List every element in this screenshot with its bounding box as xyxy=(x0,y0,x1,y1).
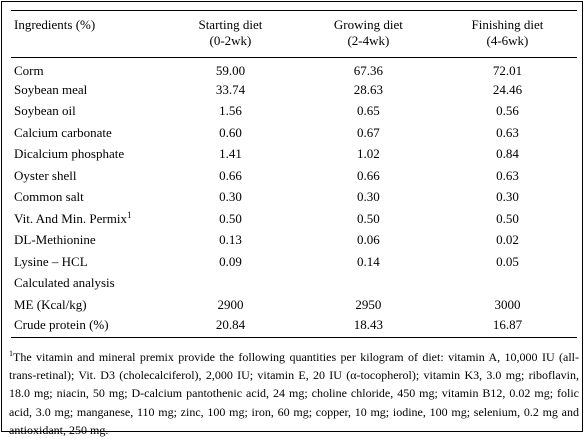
ingredient-name: DL-Methionine xyxy=(11,230,162,252)
table-row: Lysine – HCL 0.09 0.14 0.05 xyxy=(11,251,577,273)
finishing-diet-value: 0.63 xyxy=(496,167,519,183)
finishing-diet-value: 0.84 xyxy=(496,146,519,162)
growing-diet-value: 0.50 xyxy=(357,210,380,226)
header-growing-title: Growing diet xyxy=(333,17,403,32)
ingredient-label: Dicalcium phosphate xyxy=(14,146,125,162)
ingredient-label: DL-Methionine xyxy=(14,232,96,248)
ingredient-name: Soybean meal xyxy=(11,79,162,101)
table-row: Soybean oil 1.56 0.65 0.56 xyxy=(11,101,577,123)
ingredient-label: ME (Kcal/kg) xyxy=(14,296,87,312)
header-finishing-title: Finishing diet xyxy=(471,17,544,32)
ingredient-name: Common salt xyxy=(11,187,162,209)
table-row: ME (Kcal/kg) 2900 2950 3000 xyxy=(11,294,577,316)
finishing-diet-value: 3000 xyxy=(494,296,521,312)
table-row: Crude protein (%) 20.84 18.43 16.87 xyxy=(11,315,577,338)
growing-diet-value: 0.06 xyxy=(357,232,380,248)
table-row: Vit. And Min. Permix1 0.50 0.50 0.50 xyxy=(11,208,577,230)
growing-diet-value: 0.14 xyxy=(357,253,380,269)
growing-diet-value: 0.65 xyxy=(357,103,380,119)
starting-diet-value: 0.60 xyxy=(219,124,242,140)
growing-diet-value: 1.02 xyxy=(357,146,380,162)
table-footnote: 1The vitamin and mineral premix provide … xyxy=(9,348,579,439)
ingredient-name: Vit. And Min. Permix1 xyxy=(11,208,162,230)
table-header-row: Ingredients (%) Starting diet (0-2wk) Gr… xyxy=(11,10,577,58)
header-ingredients: Ingredients (%) xyxy=(11,10,162,58)
table-row: Common salt 0.30 0.30 0.30 xyxy=(11,187,577,209)
finishing-diet-value xyxy=(438,273,577,295)
footnote-marker: 1 xyxy=(9,349,13,358)
ingredient-name: Oyster shell xyxy=(11,165,162,187)
growing-diet-value: 0.67 xyxy=(357,124,380,140)
ingredient-name: Crude protein (%) xyxy=(11,315,162,338)
header-growing-diet: Growing diet (2-4wk) xyxy=(298,10,438,58)
finishing-diet-value: 16.87 xyxy=(437,315,577,338)
ingredient-label: Oyster shell xyxy=(14,167,77,183)
ingredient-label: Common salt xyxy=(14,189,84,205)
ingredient-name: Corm xyxy=(11,58,162,80)
growing-diet-value: 28.63 xyxy=(353,81,384,97)
ingredient-name: ME (Kcal/kg) xyxy=(11,294,162,316)
ingredient-name: Dicalcium phosphate xyxy=(11,144,162,166)
header-starting-title: Starting diet xyxy=(198,17,263,32)
starting-diet-value xyxy=(162,273,299,295)
ingredient-label: Calcium carbonate xyxy=(14,124,112,140)
starting-diet-value: 0.13 xyxy=(219,232,242,248)
table-row: Oyster shell 0.66 0.66 0.63 xyxy=(11,165,577,187)
ingredient-label: Lysine – HCL xyxy=(14,253,88,269)
table-row: DL-Methionine 0.13 0.06 0.02 xyxy=(11,230,577,252)
finishing-diet-value: 0.02 xyxy=(496,232,519,248)
ingredient-label: Soybean oil xyxy=(14,103,76,119)
starting-diet-value: 59.00 xyxy=(215,62,246,78)
finishing-diet-value: 0.63 xyxy=(496,124,519,140)
starting-diet-value: 33.74 xyxy=(215,81,246,97)
header-starting-period: (0-2wk) xyxy=(209,33,252,48)
finishing-diet-value: 72.01 xyxy=(492,62,523,78)
diet-composition-table: Ingredients (%) Starting diet (0-2wk) Gr… xyxy=(11,10,577,338)
growing-diet-value: 18.43 xyxy=(298,315,438,338)
ingredient-label: Calculated analysis xyxy=(14,275,115,291)
finishing-diet-value: 0.56 xyxy=(496,103,519,119)
starting-diet-value: 2900 xyxy=(217,296,244,312)
growing-diet-value: 0.66 xyxy=(357,167,380,183)
ingredient-label: Crude protein (%) xyxy=(14,317,109,332)
starting-diet-value: 20.84 xyxy=(161,315,299,338)
ingredient-name: Soybean oil xyxy=(11,101,162,123)
header-growing-period: (2-4wk) xyxy=(347,33,390,48)
table-row: Dicalcium phosphate 1.41 1.02 0.84 xyxy=(11,144,577,166)
table-row: Calcium carbonate 0.60 0.67 0.63 xyxy=(11,122,577,144)
header-finishing-period: (4-6wk) xyxy=(486,33,529,48)
ingredient-label: Soybean meal xyxy=(14,81,88,97)
growing-diet-value: 67.36 xyxy=(353,62,384,78)
starting-diet-value: 0.09 xyxy=(219,253,242,269)
ingredient-name: Calcium carbonate xyxy=(11,122,162,144)
footnote-text: The vitamin and mineral premix provide t… xyxy=(9,350,579,437)
table-row: Soybean meal 33.74 28.63 24.46 xyxy=(11,79,577,101)
starting-diet-value: 1.56 xyxy=(219,103,242,119)
starting-diet-value: 0.66 xyxy=(219,167,242,183)
table-body: Corm 59.00 67.36 72.01 Soybean meal 33.74 28.6… xyxy=(11,58,577,338)
starting-diet-value: 0.50 xyxy=(219,210,242,226)
footnote-reference: 1 xyxy=(126,209,132,220)
starting-diet-value: 0.30 xyxy=(219,189,242,205)
header-starting-diet: Starting diet (0-2wk) xyxy=(161,10,299,58)
finishing-diet-value: 0.05 xyxy=(496,253,519,269)
ingredient-name: Calculated analysis xyxy=(11,273,162,295)
table-row: Corm 59.00 67.36 72.01 xyxy=(11,58,577,80)
ingredient-label: Corm xyxy=(14,62,44,78)
growing-diet-value: 2950 xyxy=(355,296,382,312)
header-finishing-diet: Finishing diet (4-6wk) xyxy=(437,10,577,58)
growing-diet-value xyxy=(299,273,438,295)
finishing-diet-value: 0.50 xyxy=(496,210,519,226)
table-row: Calculated analysis xyxy=(11,273,577,295)
ingredient-label: Vit. And Min. Permix xyxy=(14,210,127,226)
growing-diet-value: 0.30 xyxy=(357,189,380,205)
ingredient-name: Lysine – HCL xyxy=(11,251,162,273)
finishing-diet-value: 24.46 xyxy=(492,81,523,97)
starting-diet-value: 1.41 xyxy=(219,146,242,162)
finishing-diet-value: 0.30 xyxy=(496,189,519,205)
